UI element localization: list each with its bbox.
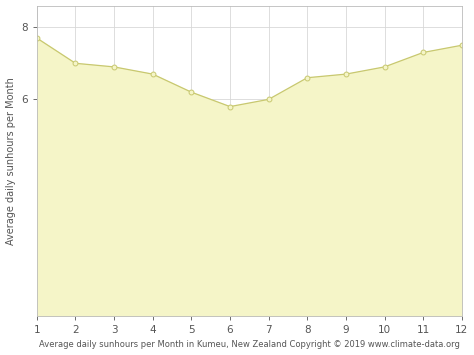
Y-axis label: Average daily sunhours per Month: Average daily sunhours per Month (6, 77, 16, 245)
X-axis label: Average daily sunhours per Month in Kumeu, New Zealand Copyright © 2019 www.clim: Average daily sunhours per Month in Kume… (39, 340, 460, 349)
